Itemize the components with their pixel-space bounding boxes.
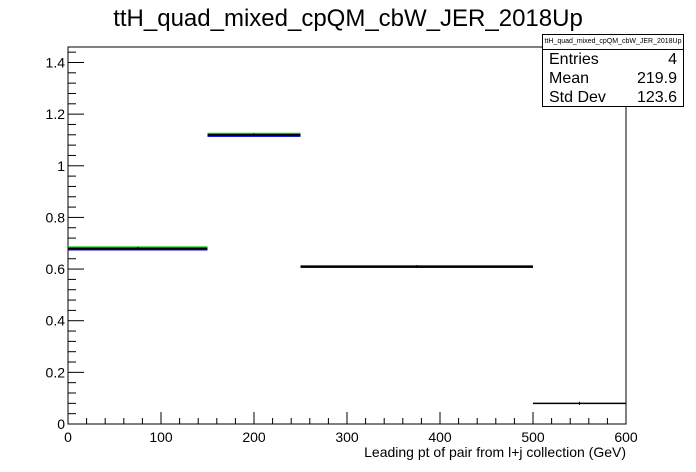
stats-stddev-row: Std Dev 123.6 (543, 88, 683, 107)
y-tick-label: 0 (57, 416, 65, 432)
stats-stddev-label: Std Dev (549, 89, 606, 106)
y-tick-label: 1.2 (46, 106, 66, 122)
stats-mean-label: Mean (549, 70, 590, 87)
axes: 0 100 200 300 400 500 600 0 0.2 0.4 0.6 0.8 1 1.2 1.4 (46, 46, 638, 445)
stats-entries-value: 4 (668, 51, 677, 68)
stats-entries-label: Entries (549, 51, 599, 68)
stats-stddev-value: 123.6 (636, 89, 677, 106)
x-tick-label: 500 (521, 429, 545, 445)
y-tick-label: 1 (57, 158, 65, 174)
stats-box: ttH_quad_mixed_cpQM_cbW_JER_2018Up Entri… (542, 34, 684, 107)
histogram-marks (68, 132, 626, 405)
x-tick-label: 0 (64, 429, 72, 445)
y-tick-label: 0.8 (46, 209, 66, 225)
x-tick-label: 400 (428, 429, 452, 445)
x-tick-label: 100 (149, 429, 173, 445)
x-tick-label: 600 (614, 429, 638, 445)
y-tick-label: 1.4 (46, 54, 66, 70)
stats-entries-row: Entries 4 (543, 50, 683, 69)
stats-mean-value: 219.9 (636, 70, 677, 87)
stats-box-title: ttH_quad_mixed_cpQM_cbW_JER_2018Up (543, 35, 683, 50)
chart-title: ttH_quad_mixed_cpQM_cbW_JER_2018Up (113, 5, 583, 32)
stats-mean-row: Mean 219.9 (543, 69, 683, 88)
y-tick-label: 0.6 (46, 261, 66, 277)
y-tick-label: 0.2 (46, 364, 66, 380)
y-tick-label: 0.4 (46, 313, 66, 329)
x-tick-label: 300 (335, 429, 359, 445)
x-axis-label: Leading pt of pair from l+j collection (… (364, 444, 626, 460)
x-tick-label: 200 (242, 429, 266, 445)
